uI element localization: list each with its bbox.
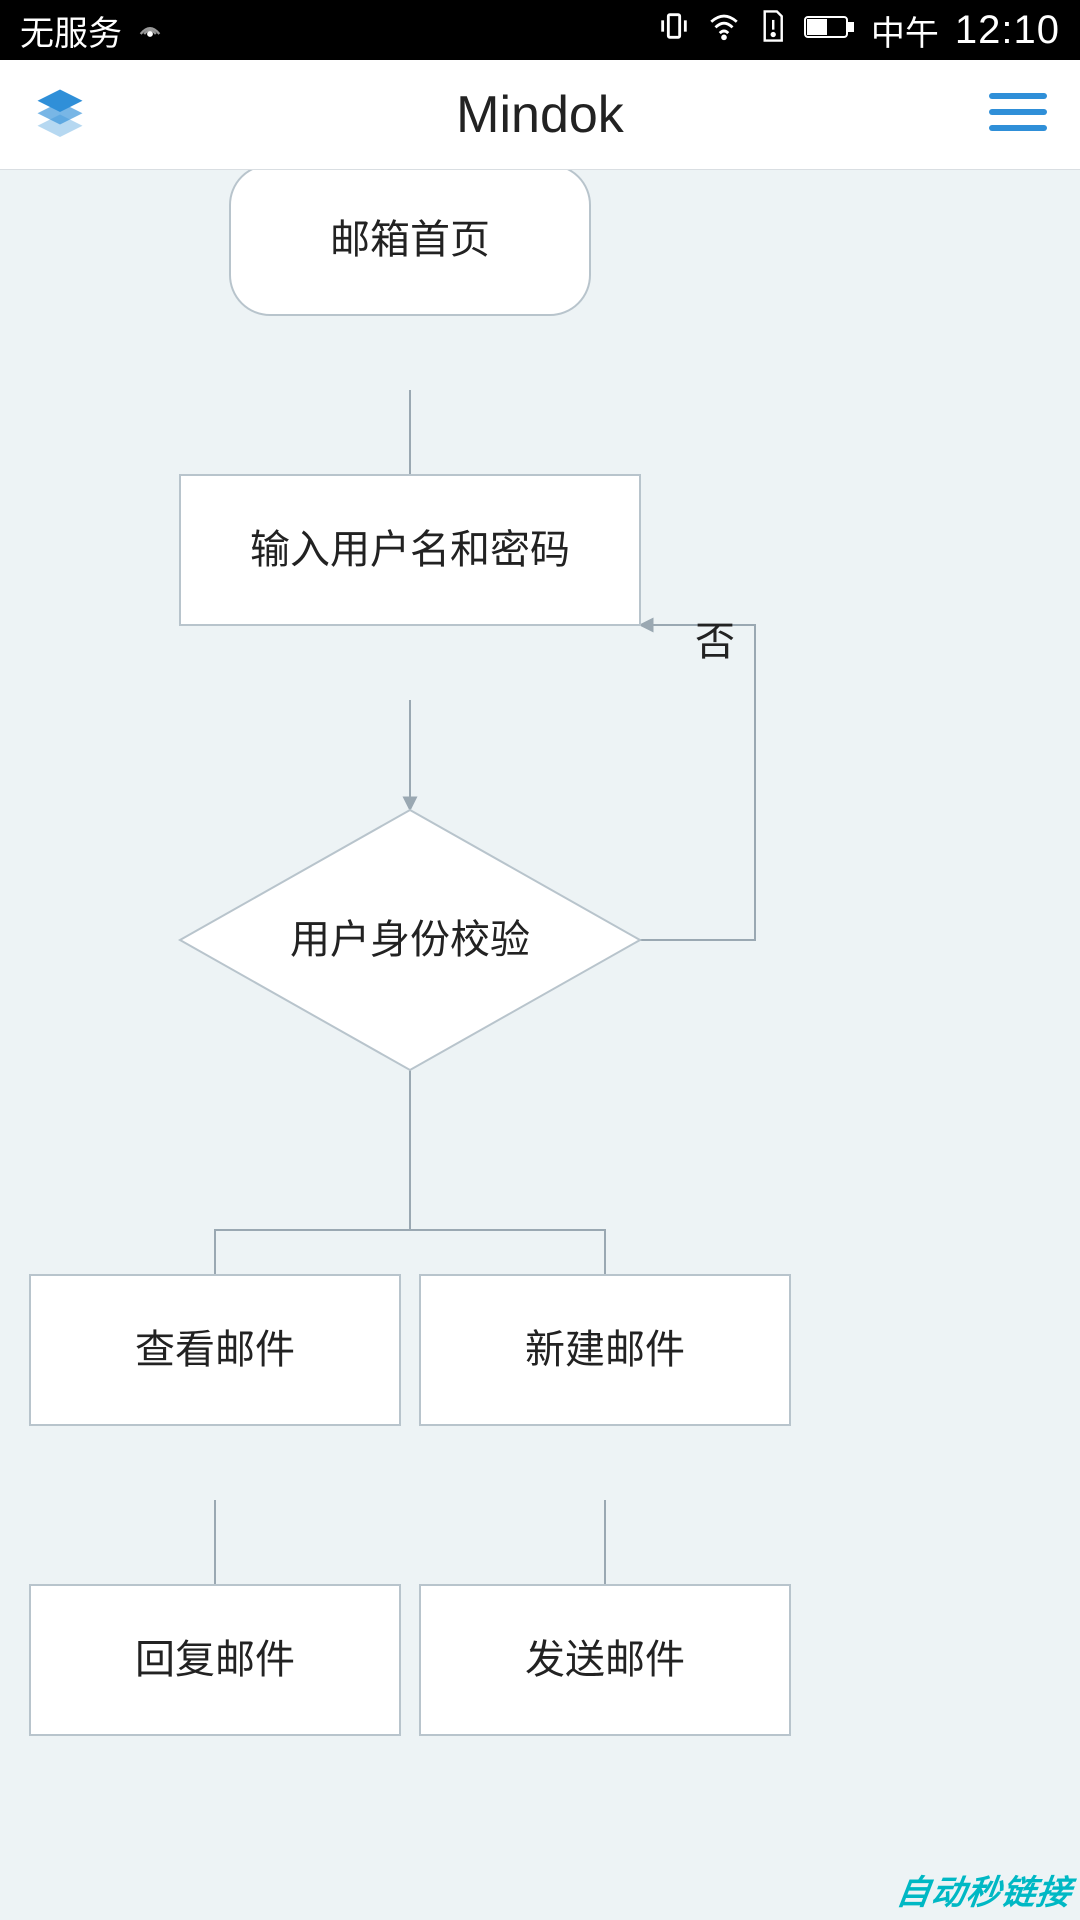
app-header: Mindok	[0, 60, 1080, 170]
status-right: 中午 12:10	[657, 6, 1060, 55]
app-title: Mindok	[0, 85, 1080, 145]
signal-icon	[136, 11, 164, 50]
battery-icon	[803, 11, 855, 50]
flow-node-new[interactable]: 新建邮件	[420, 1275, 790, 1425]
flowchart-svg: 否 邮箱首页输入用户名和密码用户身份校验查看邮件 新建邮件回复邮件 发送邮件	[0, 170, 1080, 1920]
vibrate-icon	[657, 9, 691, 52]
flow-node-reply[interactable]: 回复邮件	[30, 1585, 400, 1735]
wifi-icon	[707, 9, 741, 52]
status-bar: 无服务	[0, 0, 1080, 60]
node-label: 用户身份校验	[290, 918, 530, 962]
menu-icon[interactable]	[986, 88, 1050, 141]
node-label: 回复邮件	[135, 1638, 295, 1682]
time-prefix: 中午	[871, 6, 939, 55]
flow-node-start[interactable]: 邮箱首页	[230, 170, 590, 315]
status-left: 无服务	[20, 6, 164, 55]
flow-edge	[640, 625, 755, 940]
node-label: 查看邮件	[135, 1328, 295, 1372]
clock: 12:10	[955, 8, 1060, 53]
node-label: 新建邮件	[525, 1328, 685, 1372]
flow-node-send[interactable]: 发送邮件	[420, 1585, 790, 1735]
sim-alert-icon	[757, 9, 787, 52]
flow-node-input[interactable]: 输入用户名和密码	[180, 475, 640, 625]
flowchart-canvas[interactable]: 否 邮箱首页输入用户名和密码用户身份校验查看邮件 新建邮件回复邮件 发送邮件 自动秒链…	[0, 170, 1080, 1920]
watermark: 自动秒链接	[894, 1865, 1076, 1914]
node-label: 发送邮件	[525, 1638, 685, 1682]
flow-node-verify[interactable]: 用户身份校验	[180, 810, 640, 1070]
node-label: 输入用户名和密码	[250, 528, 570, 572]
carrier-label: 无服务	[20, 6, 122, 55]
edge-label: 否	[695, 620, 735, 664]
layers-icon[interactable]	[30, 82, 90, 147]
flow-node-view[interactable]: 查看邮件	[30, 1275, 400, 1425]
node-label: 邮箱首页	[330, 218, 490, 262]
